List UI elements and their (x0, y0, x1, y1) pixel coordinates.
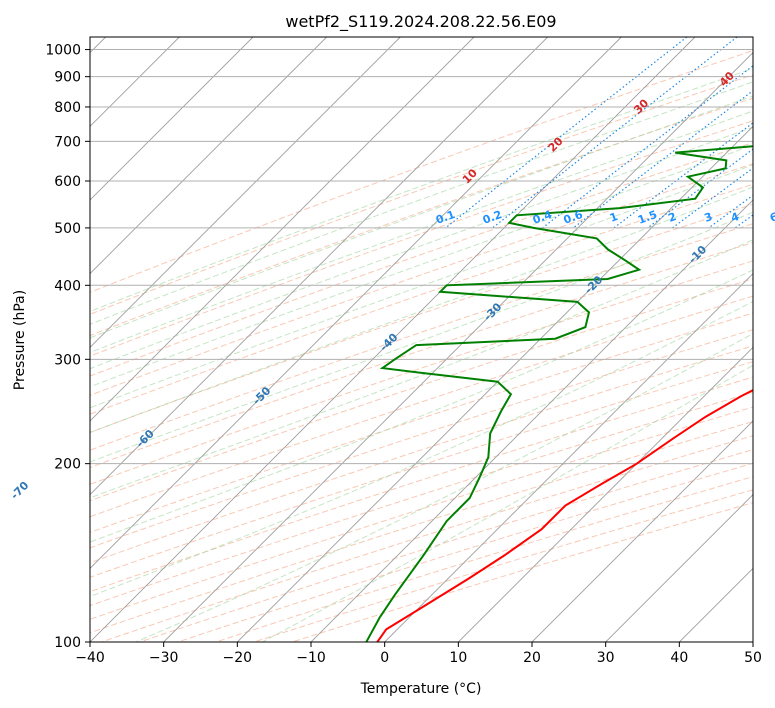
mixing-ratio-label: 0.4 (531, 208, 554, 227)
x-tick-label: −30 (149, 650, 179, 666)
mixing-ratio-line (492, 37, 738, 229)
x-tick-label: −20 (223, 650, 253, 666)
y-tick-label: 100 (54, 635, 81, 651)
isotherm-line (90, 37, 548, 496)
dry-adiabat-line (90, 312, 753, 533)
y-tick-label: 400 (54, 278, 81, 294)
moist-adiabat-line (90, 300, 753, 597)
background-reference-lines (90, 37, 753, 642)
dewpoint-profile-line (365, 145, 753, 642)
y-tick-label: 800 (54, 100, 81, 116)
isotherm-line (90, 37, 401, 348)
mixing-ratio-label: 0.1 (434, 208, 457, 227)
isotherm-line (458, 346, 753, 642)
isotherm-line (310, 199, 753, 642)
mixing-ratio-label: 1 (608, 210, 620, 225)
y-axis: 100 200 300 400 500 600 700 800 900 1000 (45, 43, 90, 651)
dry-adiabat-line (90, 241, 753, 469)
temperature-profile-line (376, 388, 753, 642)
moist-adiabat-line (262, 364, 753, 642)
dry-adiabat-line (90, 163, 753, 396)
dry-adiabat-line (177, 462, 753, 642)
mixing-ratio-label: 4 (729, 210, 741, 225)
y-tick-label: 900 (54, 70, 81, 86)
x-tick-label: 20 (523, 650, 541, 666)
plot-area (90, 37, 753, 642)
mixing-ratio-label: 1.5 (636, 208, 659, 227)
isotherm-line (90, 37, 254, 201)
mixing-ratio-label: 2 (666, 210, 678, 225)
isotherm-line (605, 494, 753, 642)
y-axis-title: Pressure (hPa) (12, 290, 28, 390)
isotherm-line (90, 37, 327, 275)
mixing-ratio-line (542, 65, 753, 229)
dry-adiabat-line (90, 329, 753, 549)
x-tick-label: 50 (744, 650, 762, 666)
plot-frame (89, 36, 754, 643)
moist-adiabat-line (90, 110, 753, 354)
dry-adiabat-line (101, 435, 753, 642)
moist-adiabat-line (135, 333, 753, 642)
y-tick-label: 300 (54, 352, 81, 368)
chart-title: wetPf2_S119.2024.208.22.56.E09 (285, 12, 556, 32)
dry-adiabat-line (90, 142, 753, 377)
x-tick-label: −10 (296, 650, 326, 666)
x-tick-label: 30 (597, 650, 615, 666)
moist-adiabat-line (90, 81, 753, 325)
dry-adiabat-line (90, 50, 753, 293)
isotherm-line (384, 273, 753, 642)
isotherm-line (90, 37, 696, 642)
x-tick-label: −40 (75, 650, 105, 666)
dry-adiabat-line (90, 223, 753, 451)
x-axis: −40 −30 −20 −10 0 10 20 30 40 50 (75, 642, 762, 666)
y-tick-label: 700 (54, 134, 81, 150)
mixing-ratio-label: 3 (703, 210, 715, 225)
dry-adiabat-line (90, 406, 753, 620)
sounding-profiles (365, 145, 753, 642)
y-tick-label: 500 (54, 221, 81, 237)
isotherm-line (531, 420, 753, 642)
x-axis-title: Temperature (°C) (360, 681, 482, 697)
mixing-ratio-label: 0.2 (481, 208, 504, 227)
x-tick-label: 0 (380, 650, 389, 666)
dry-adiabat-line (90, 391, 753, 607)
isotherm-line (90, 37, 622, 569)
dry-adiabat-line (90, 361, 753, 578)
mixing-ratio-label: 6 (768, 210, 775, 225)
dry-adiabat-line (254, 489, 753, 642)
isotherm-line (90, 37, 475, 422)
y-tick-label: 200 (54, 457, 81, 473)
y-tick-label: 1000 (45, 43, 81, 59)
mixing-ratio-line (572, 89, 753, 229)
moist-adiabat-line (90, 211, 753, 463)
moist-adiabat-line (90, 126, 753, 370)
x-tick-label: 10 (449, 650, 467, 666)
dry-adiabat-line (90, 74, 753, 315)
dry-adiabat-line (90, 420, 753, 634)
mixing-ratio-line (672, 167, 753, 229)
mixing-ratio-label: 0.6 (562, 208, 585, 227)
y-tick-label: 600 (54, 174, 81, 190)
dry-adiabat-line (90, 183, 753, 415)
isotherm-line (163, 52, 753, 642)
x-tick-label: 40 (670, 650, 688, 666)
